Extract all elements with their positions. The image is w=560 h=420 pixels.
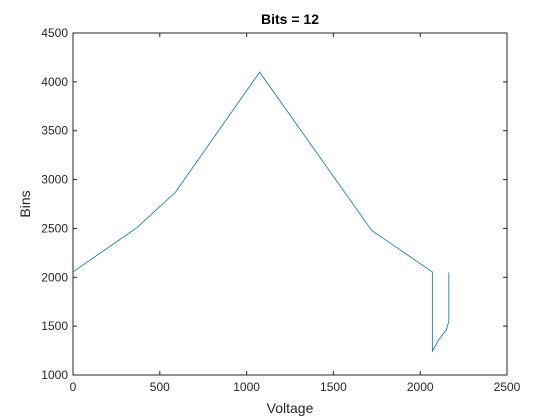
x-tick-label: 2000 [407, 380, 434, 394]
x-tick-label: 500 [150, 380, 170, 394]
x-tick-label: 0 [70, 380, 77, 394]
y-tick-label: 4500 [41, 26, 68, 40]
y-tick-label: 3000 [41, 173, 68, 187]
x-tick-label: 1500 [320, 380, 347, 394]
y-tick-label: 1000 [41, 368, 68, 382]
y-tick-label: 2000 [41, 270, 68, 284]
series-line [72, 71, 450, 353]
y-tick-label: 1500 [41, 319, 68, 333]
y-tick-label: 2500 [41, 221, 68, 235]
x-tick-label: 2500 [494, 380, 521, 394]
x-axis-label: Voltage [267, 400, 314, 416]
y-tick-label: 4000 [41, 75, 68, 89]
y-tick-label: 3500 [41, 124, 68, 138]
chart-title: Bits = 12 [261, 11, 319, 27]
plot-area [72, 32, 508, 376]
y-tick-labels: 1000 1500 2000 2500 3000 3500 4000 4500 [41, 26, 68, 382]
ticks-group [72, 32, 508, 376]
x-tick-label: 1000 [233, 380, 260, 394]
x-tick-labels: 0 500 1000 1500 2000 2500 [70, 380, 521, 394]
y-axis-label: Bins [17, 190, 33, 217]
